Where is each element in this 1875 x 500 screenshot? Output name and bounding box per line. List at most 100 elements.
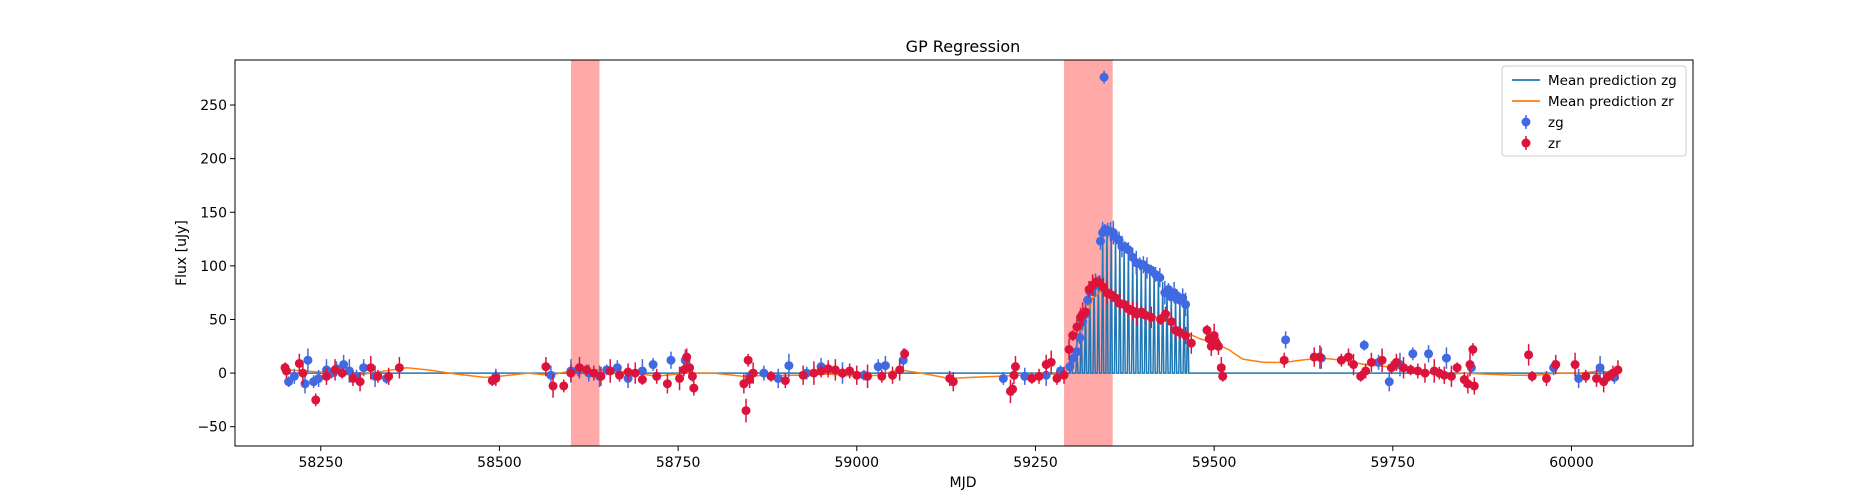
zr-point: [685, 363, 695, 373]
zr-point: [830, 365, 840, 375]
zr-point: [394, 363, 404, 373]
legend-entry-label: Mean prediction zr: [1548, 94, 1674, 110]
zr-point: [637, 375, 647, 385]
x-tick-label: 59250: [1013, 455, 1058, 471]
zg-point: [339, 360, 349, 370]
zr-point: [662, 379, 672, 389]
legend-box: [1501, 65, 1687, 157]
zr-point: [1366, 357, 1376, 367]
zg-point: [344, 366, 354, 376]
zg-point: [1441, 353, 1451, 363]
legend: Mean prediction zg Mean prediction zr zg zr: [1501, 65, 1687, 157]
zg-point: [1595, 363, 1605, 373]
zr-point: [1592, 373, 1602, 383]
zr-point: [766, 371, 776, 381]
shaded-region-1: [570, 60, 600, 446]
zr-point: [743, 355, 753, 365]
zr-point: [1186, 338, 1196, 348]
zr-point: [948, 377, 958, 387]
zg-point: [666, 355, 676, 365]
y-tick-label: −50: [197, 420, 227, 436]
zr-point: [1216, 363, 1226, 373]
zr-point: [548, 381, 558, 391]
zr-point: [373, 371, 383, 381]
zr-point: [1059, 370, 1069, 380]
zr-point: [687, 371, 697, 381]
zg-point: [1574, 373, 1584, 383]
zr-point: [541, 362, 551, 372]
y-tick-label: 150: [200, 205, 227, 221]
zr-point: [895, 365, 905, 375]
x-tick-label: 58250: [298, 455, 343, 471]
zg-point: [1123, 245, 1133, 255]
zg-point: [303, 355, 313, 365]
y-axis-label: Flux [uJy]: [174, 220, 190, 286]
zg-point: [773, 373, 783, 383]
zg-point: [1384, 377, 1394, 387]
zr-point: [366, 363, 376, 373]
zr-point: [852, 370, 862, 380]
zr-point: [1581, 371, 1591, 381]
zr-point: [1391, 357, 1401, 367]
zr-point: [675, 373, 685, 383]
zr-point: [321, 371, 331, 381]
zr-point: [1446, 371, 1456, 381]
legend-entry-label: zr: [1548, 136, 1561, 152]
zg-point: [546, 370, 556, 380]
zr-point: [1081, 307, 1090, 317]
zr-point: [294, 358, 304, 368]
zg-point: [1359, 340, 1369, 350]
zg-point: [1408, 349, 1418, 359]
legend-point-marker: [1521, 138, 1531, 148]
zr-point: [1315, 352, 1325, 362]
zr-point: [1072, 322, 1082, 332]
zr-point: [1570, 360, 1580, 370]
x-tick-label: 58500: [477, 455, 522, 471]
zr-point: [1068, 331, 1078, 341]
legend-entry-label: zg: [1548, 115, 1564, 131]
zr-point: [809, 368, 819, 378]
zr-point: [1213, 341, 1223, 351]
zg-point: [1181, 299, 1191, 309]
zr-point: [1166, 317, 1176, 327]
x-tick-label: 59750: [1371, 455, 1416, 471]
zg-point: [289, 371, 299, 381]
zr-point: [652, 371, 662, 381]
zr-point: [623, 367, 633, 377]
zg-point: [284, 377, 294, 387]
zg-point: [637, 366, 647, 376]
zr-point: [1146, 312, 1156, 322]
zg-point: [314, 373, 324, 383]
zr-point: [348, 373, 358, 383]
zr-point: [1181, 331, 1191, 341]
zr-point: [337, 368, 347, 378]
zr-point: [900, 349, 910, 359]
zr-point: [574, 363, 584, 373]
y-tick-label: 250: [200, 98, 227, 114]
zr-point: [1202, 325, 1212, 335]
zr-point: [605, 366, 615, 376]
zg-point: [873, 362, 883, 372]
legend-entry-label: Mean prediction zg: [1548, 73, 1677, 89]
zr-point: [1034, 371, 1044, 381]
chart-title: GP Regression: [906, 37, 1021, 56]
zr-point: [1399, 363, 1409, 373]
zr-point: [877, 371, 887, 381]
y-tick-label: 50: [209, 312, 227, 328]
zr-point: [298, 368, 308, 378]
zg-point: [998, 373, 1008, 383]
zr-point: [630, 368, 640, 378]
zg-point: [784, 361, 794, 371]
zr-point: [780, 376, 790, 386]
zr-point: [1052, 373, 1062, 383]
plot-series: [280, 70, 1623, 423]
zr-point: [1527, 371, 1537, 381]
shaded-regions: [570, 60, 1113, 446]
zg-point: [1072, 347, 1082, 357]
zr-point: [1469, 381, 1479, 391]
zr-point: [1551, 360, 1561, 370]
zr-point: [582, 365, 592, 375]
zr-point: [1027, 373, 1037, 383]
plot-frame: [234, 59, 1694, 447]
